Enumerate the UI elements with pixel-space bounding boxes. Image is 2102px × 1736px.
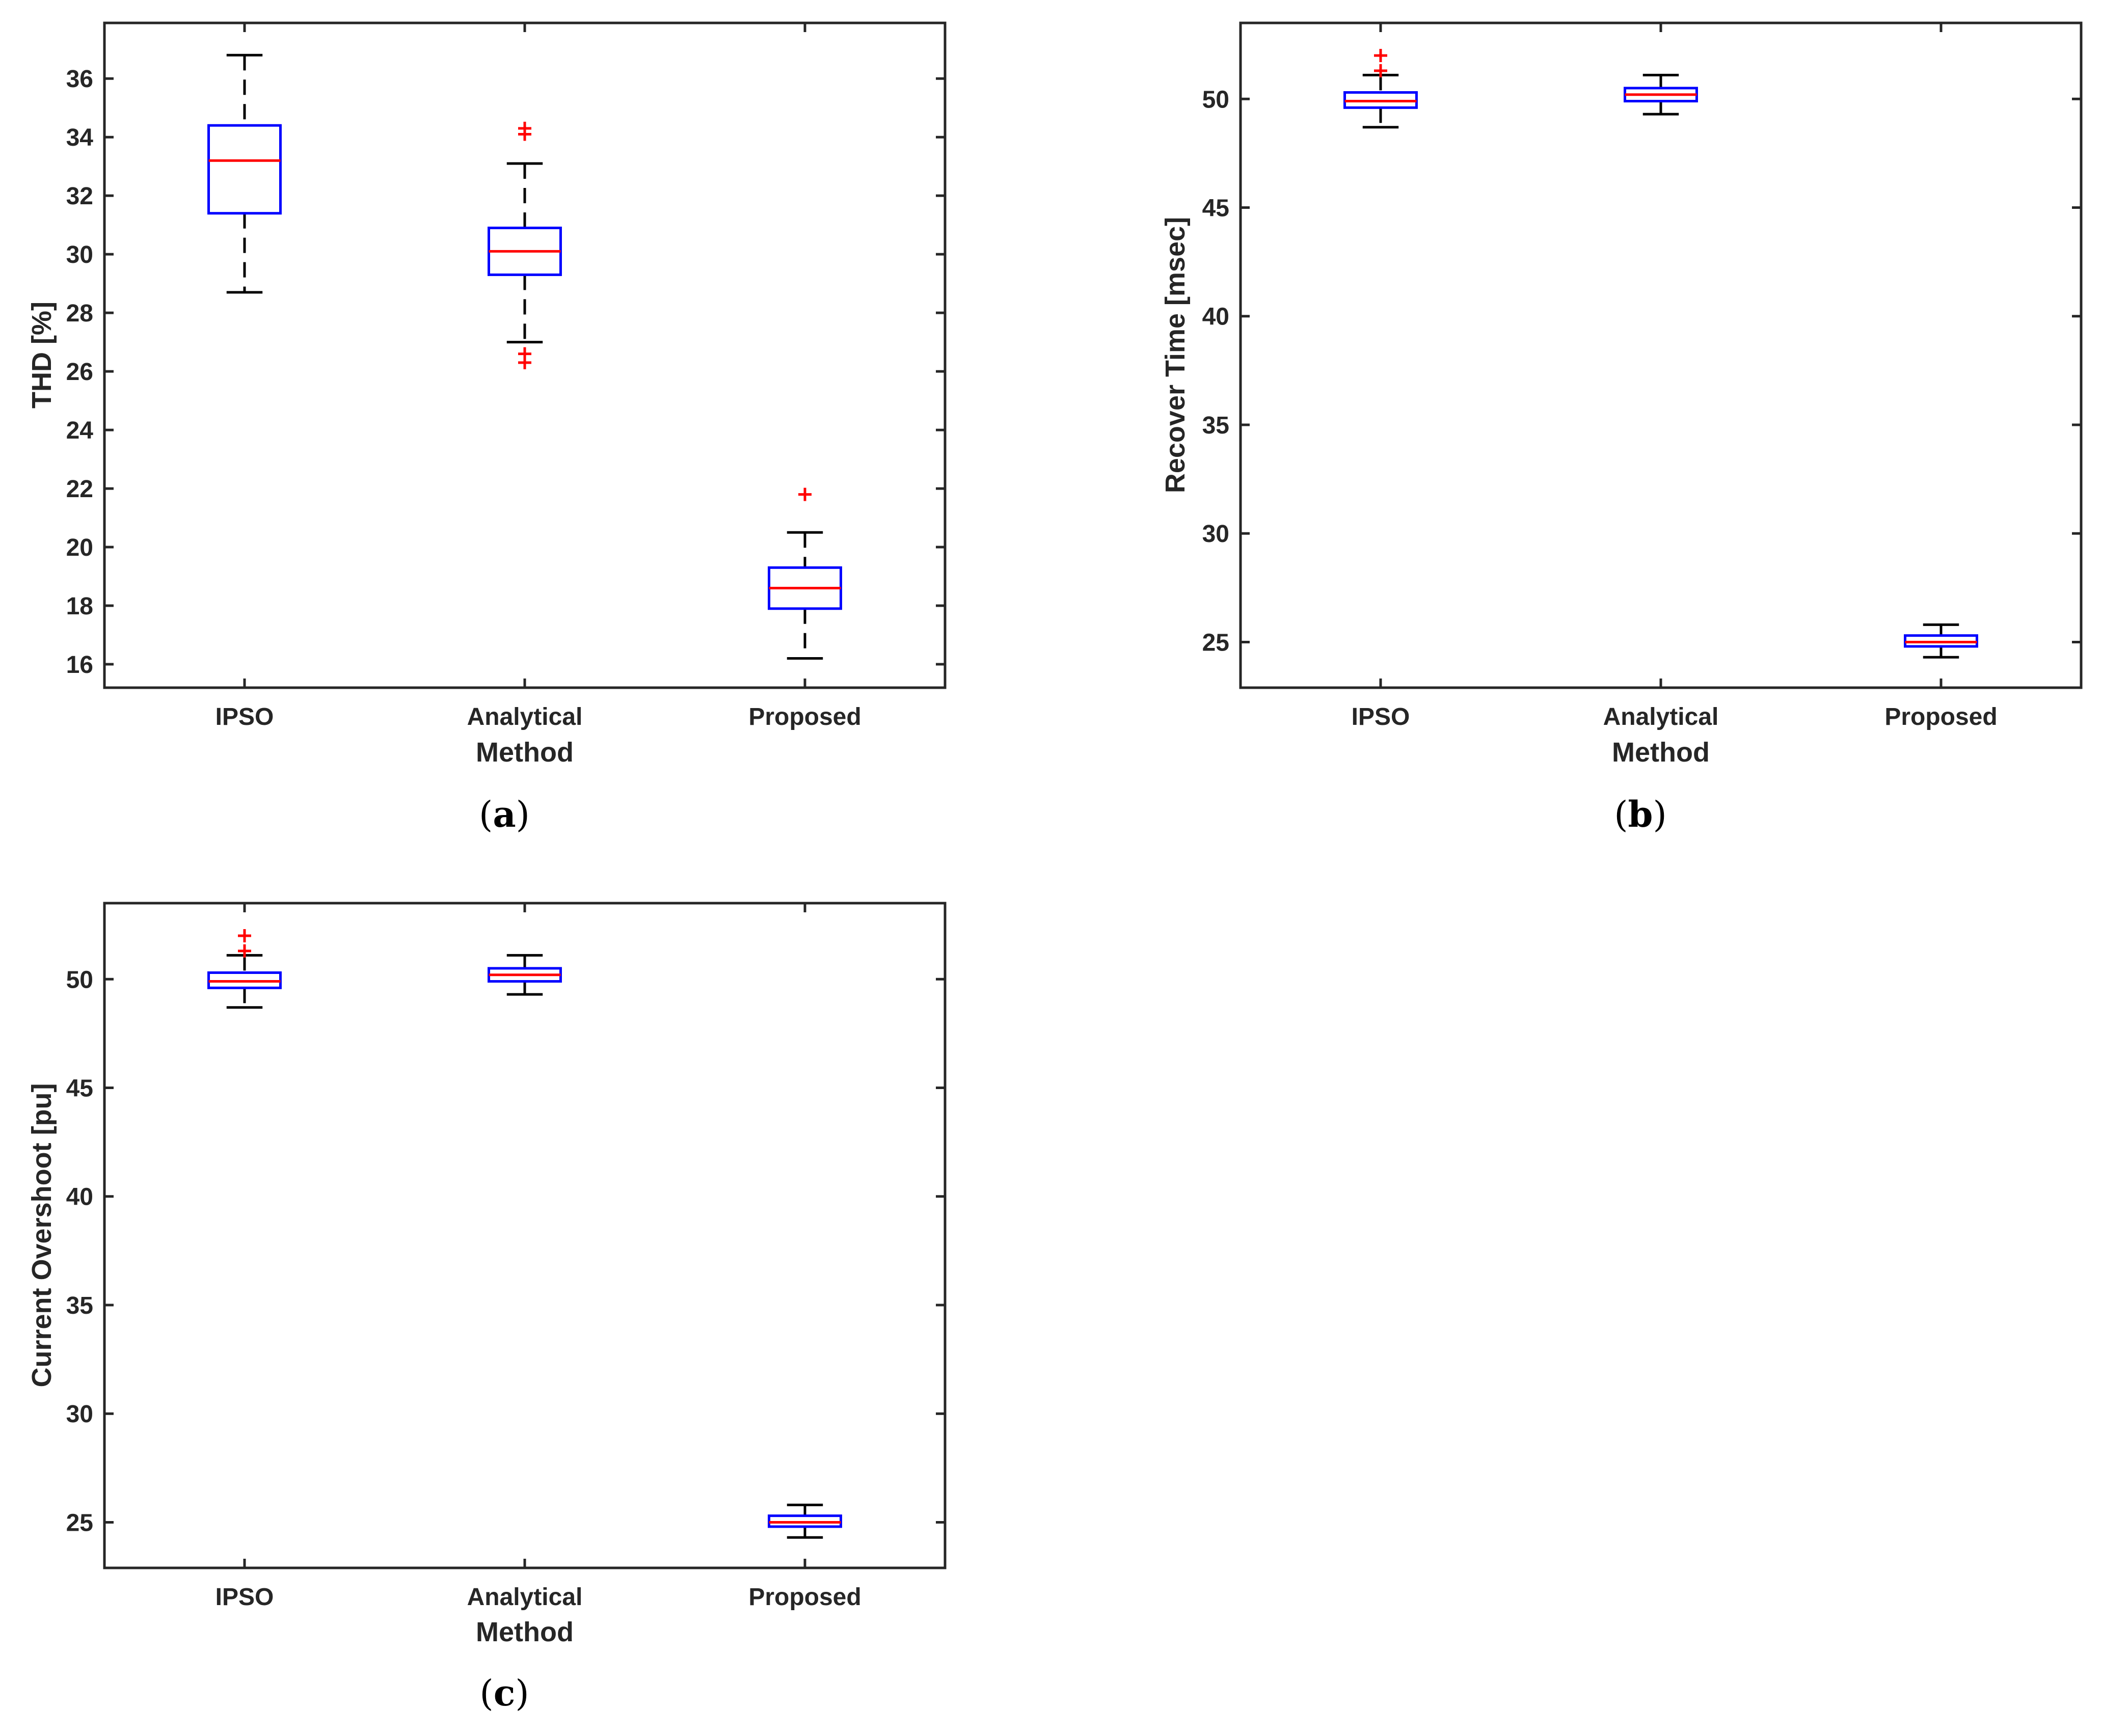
ytick-label: 45 (1202, 195, 1229, 222)
panel-c-xlabel: Method (476, 1617, 574, 1647)
xtick-label: IPSO (1352, 703, 1410, 730)
panel-b-marks: 25 30 35 40 45 50 IPSO Analytical Proposed (1202, 23, 2081, 730)
ytick-label: 35 (1202, 412, 1229, 439)
ytick-label: 35 (66, 1292, 93, 1319)
ytick-label: 30 (66, 241, 93, 268)
ytick-label: 50 (66, 966, 93, 993)
xtick-label: Proposed (748, 1584, 861, 1611)
panel-b-caption-letter: b (1628, 793, 1653, 835)
panel-a-axes-frame (103, 21, 947, 689)
outlier-marker (1374, 48, 1387, 62)
ytick-label: 40 (1202, 304, 1229, 331)
panel-c-axes-frame (103, 902, 947, 1569)
outlier-marker (518, 347, 531, 361)
panel-b-axes-frame (1239, 21, 2083, 689)
xtick-label: IPSO (215, 703, 274, 730)
ytick-label: 34 (66, 124, 94, 151)
panel-a-ylabel: THD [%] (26, 302, 57, 409)
iqr-box (207, 124, 282, 215)
panel-c: 25 30 35 40 45 50 IPSO Analytical Proposed Curre… (26, 902, 947, 1714)
panel-b-xlabel: Method (1612, 737, 1710, 768)
ytick-label: 40 (66, 1184, 93, 1211)
panel-c-caption-letter: c (494, 1672, 516, 1714)
panel-b-caption: (b) (1614, 793, 1667, 835)
ytick-label: 20 (66, 534, 93, 561)
ytick-label: 22 (66, 476, 93, 503)
panel-a-xlabel: Method (476, 737, 574, 768)
xtick-label: Analytical (467, 1584, 583, 1611)
ytick-label: 16 (66, 652, 93, 679)
xtick-label: Analytical (1603, 703, 1719, 730)
ytick-label: 25 (66, 1509, 93, 1536)
xtick-label: Analytical (467, 703, 583, 730)
ytick-label: 30 (66, 1401, 93, 1428)
outlier-marker (518, 121, 531, 135)
ytick-label: 36 (66, 66, 93, 93)
ytick-label: 32 (66, 183, 93, 210)
ytick-label: 45 (66, 1075, 93, 1102)
outlier-marker (798, 487, 812, 501)
xtick-label: Proposed (748, 703, 861, 730)
panel-c-caption: (c) (479, 1672, 529, 1714)
panel-a-marks: 16 18 20 22 24 26 28 30 32 34 36 IPSO Analytical Prop… (66, 23, 945, 730)
panel-a-caption: (a) (479, 793, 530, 835)
panel-a: 16 18 20 22 24 26 28 30 32 34 36 IPSO Analytical Prop… (26, 21, 947, 835)
panel-c-ylabel: Current Overshoot [pu] (26, 1083, 57, 1387)
ytick-label: 50 (1202, 86, 1229, 113)
panel-b: 25 30 35 40 45 50 IPSO Analytical Proposed Recov… (1160, 21, 2083, 835)
panel-b-ylabel: Recover Time [msec] (1160, 217, 1191, 493)
ytick-label: 24 (66, 417, 94, 444)
outlier-marker (238, 944, 251, 958)
xtick-label: IPSO (215, 1584, 274, 1611)
ytick-label: 28 (66, 300, 93, 327)
ytick-label: 18 (66, 593, 93, 620)
ytick-label: 25 (1202, 629, 1229, 656)
ytick-label: 26 (66, 359, 93, 386)
outlier-marker (1374, 64, 1387, 77)
panel-a-caption-letter: a (493, 793, 516, 835)
xtick-label: Proposed (1884, 703, 1997, 730)
ytick-label: 30 (1202, 521, 1229, 548)
panel-c-marks: 25 30 35 40 45 50 IPSO Analytical Proposed (66, 903, 945, 1611)
outlier-marker (238, 929, 251, 942)
